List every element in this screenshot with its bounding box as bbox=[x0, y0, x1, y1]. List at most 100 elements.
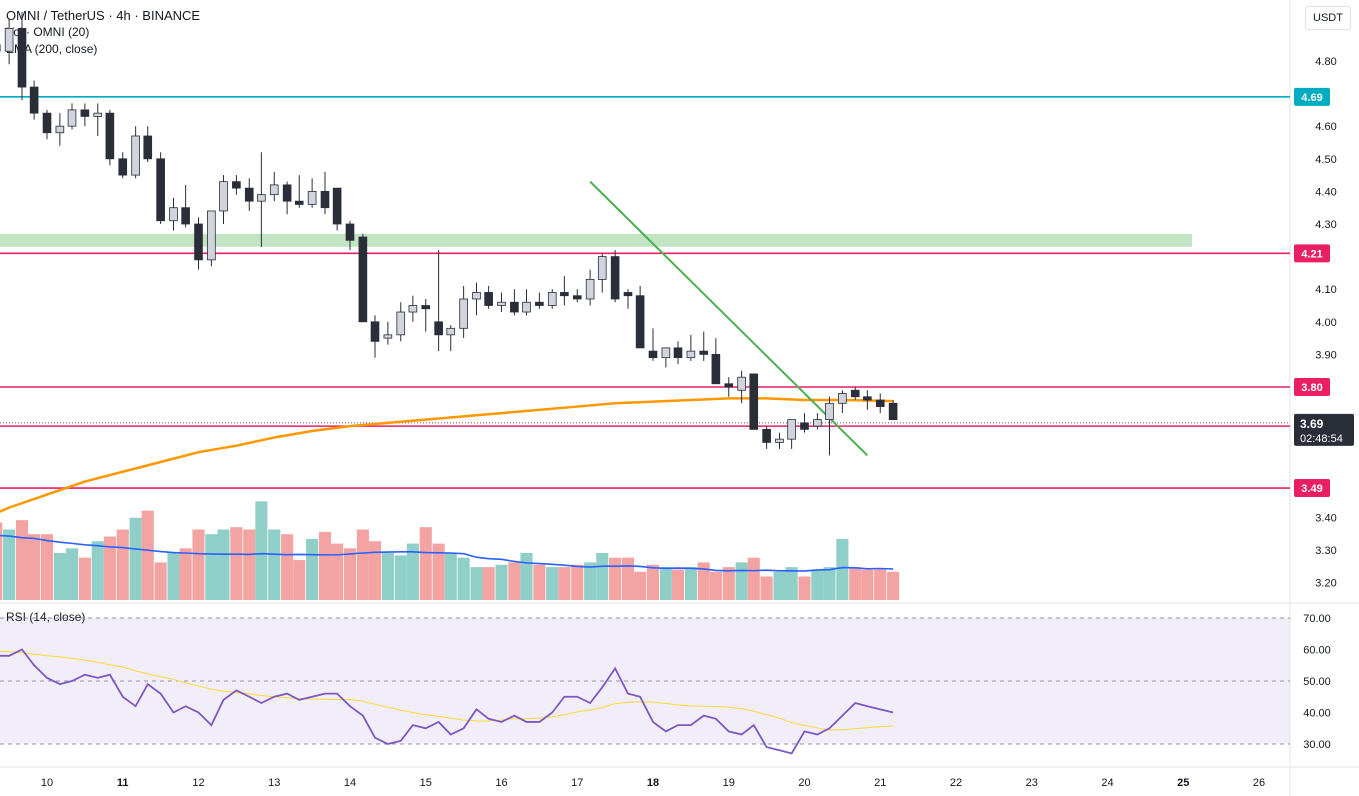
price-axis-tick: 4.40 bbox=[1315, 186, 1336, 198]
volume-bar bbox=[53, 553, 66, 600]
volume-bar bbox=[659, 567, 672, 600]
candle bbox=[522, 289, 531, 316]
candle bbox=[383, 321, 393, 345]
volume-bar bbox=[646, 564, 660, 600]
volume-bar bbox=[558, 567, 571, 600]
candle bbox=[875, 393, 885, 414]
level-badge-label: 3.49 bbox=[1301, 483, 1322, 495]
candle-body bbox=[332, 187, 342, 225]
candle-body bbox=[459, 298, 468, 329]
candle bbox=[55, 113, 65, 146]
time-axis-tick: 12 bbox=[192, 777, 204, 789]
volume-bar bbox=[546, 567, 559, 600]
candle-body bbox=[522, 301, 531, 313]
candle bbox=[143, 126, 153, 163]
candle-body bbox=[623, 292, 633, 297]
volume-bar bbox=[470, 567, 483, 600]
candle-body bbox=[67, 109, 77, 127]
candle bbox=[282, 181, 292, 215]
candle-body bbox=[510, 301, 519, 313]
volume-bar bbox=[230, 527, 243, 600]
time-axis-tick: 21 bbox=[874, 777, 886, 789]
volume-bar bbox=[811, 569, 824, 600]
candle bbox=[863, 390, 872, 410]
candle bbox=[813, 413, 822, 430]
candle-body bbox=[547, 292, 557, 306]
candle-body bbox=[472, 292, 481, 300]
candle bbox=[597, 253, 607, 293]
candle-body bbox=[93, 112, 103, 117]
volume-bar bbox=[154, 562, 167, 600]
volume-ma-line bbox=[0, 534, 894, 572]
candle bbox=[358, 233, 368, 323]
volume-bar bbox=[65, 548, 79, 600]
rsi-line bbox=[0, 648, 894, 755]
price-axis-tick: 4.80 bbox=[1315, 56, 1336, 68]
candle bbox=[370, 315, 380, 358]
candle-body bbox=[181, 207, 190, 225]
candle bbox=[332, 187, 342, 231]
candle bbox=[396, 302, 406, 342]
candle-body bbox=[775, 438, 784, 443]
volume-bar bbox=[735, 562, 748, 600]
volume-bar bbox=[3, 529, 16, 600]
candle-body bbox=[17, 27, 27, 88]
candle bbox=[232, 175, 241, 195]
candle-body bbox=[345, 223, 355, 241]
candle bbox=[421, 298, 431, 332]
level-badge bbox=[1294, 378, 1330, 396]
volume-bar bbox=[432, 543, 445, 600]
volume-bar bbox=[406, 543, 419, 600]
time-axis-tick: 15 bbox=[420, 777, 432, 789]
candle bbox=[472, 282, 481, 316]
candle bbox=[181, 184, 190, 228]
volume-bar bbox=[356, 529, 369, 600]
volume-bar bbox=[621, 557, 635, 600]
volume-bar bbox=[849, 567, 862, 600]
candle-body bbox=[749, 373, 759, 430]
level-badge-label: 4.21 bbox=[1301, 248, 1322, 260]
volume-bar bbox=[293, 560, 306, 600]
candle bbox=[724, 377, 734, 397]
volume-bar bbox=[634, 571, 647, 600]
candle bbox=[4, 18, 14, 65]
candle bbox=[484, 285, 493, 309]
candle bbox=[169, 197, 178, 231]
candle bbox=[434, 250, 443, 352]
candle bbox=[787, 419, 796, 449]
candle-body bbox=[673, 347, 683, 359]
volume-bar bbox=[508, 562, 521, 600]
ema-legend[interactable]: EMA (200, close) bbox=[6, 42, 98, 56]
time-axis-tick: 20 bbox=[798, 777, 810, 789]
time-axis-tick: 18 bbox=[647, 777, 659, 789]
time-axis-tick: 17 bbox=[571, 777, 583, 789]
currency-button[interactable]: USDT bbox=[1305, 6, 1351, 30]
volume-bar bbox=[671, 569, 685, 600]
candle-body bbox=[257, 194, 266, 202]
candle-body bbox=[724, 383, 734, 388]
candle bbox=[194, 217, 203, 270]
candle bbox=[661, 347, 671, 368]
candle bbox=[269, 171, 279, 202]
candle-body bbox=[635, 295, 645, 349]
candle-body bbox=[396, 311, 406, 336]
time-axis-tick: 26 bbox=[1253, 777, 1265, 789]
candle bbox=[118, 152, 128, 179]
candle bbox=[93, 103, 103, 136]
volume-bar bbox=[823, 567, 836, 600]
candle-body bbox=[156, 158, 165, 222]
level-badge bbox=[1294, 479, 1330, 498]
volume-legend[interactable]: Vol · OMNI (20) bbox=[6, 25, 90, 39]
volume-bar bbox=[785, 567, 798, 600]
candle bbox=[497, 292, 506, 313]
symbol-title[interactable]: OMNI / TetherUS · 4h · BINANCE bbox=[6, 8, 201, 23]
candle-body bbox=[711, 353, 721, 385]
volume-bar bbox=[217, 529, 230, 600]
rsi-legend[interactable]: RSI (14, close) bbox=[6, 610, 86, 624]
candle bbox=[408, 295, 418, 322]
candle-body bbox=[875, 399, 885, 407]
level-badge bbox=[1294, 244, 1330, 263]
level-badge-label: 3.80 bbox=[1301, 382, 1322, 394]
volume-bar bbox=[306, 538, 319, 600]
